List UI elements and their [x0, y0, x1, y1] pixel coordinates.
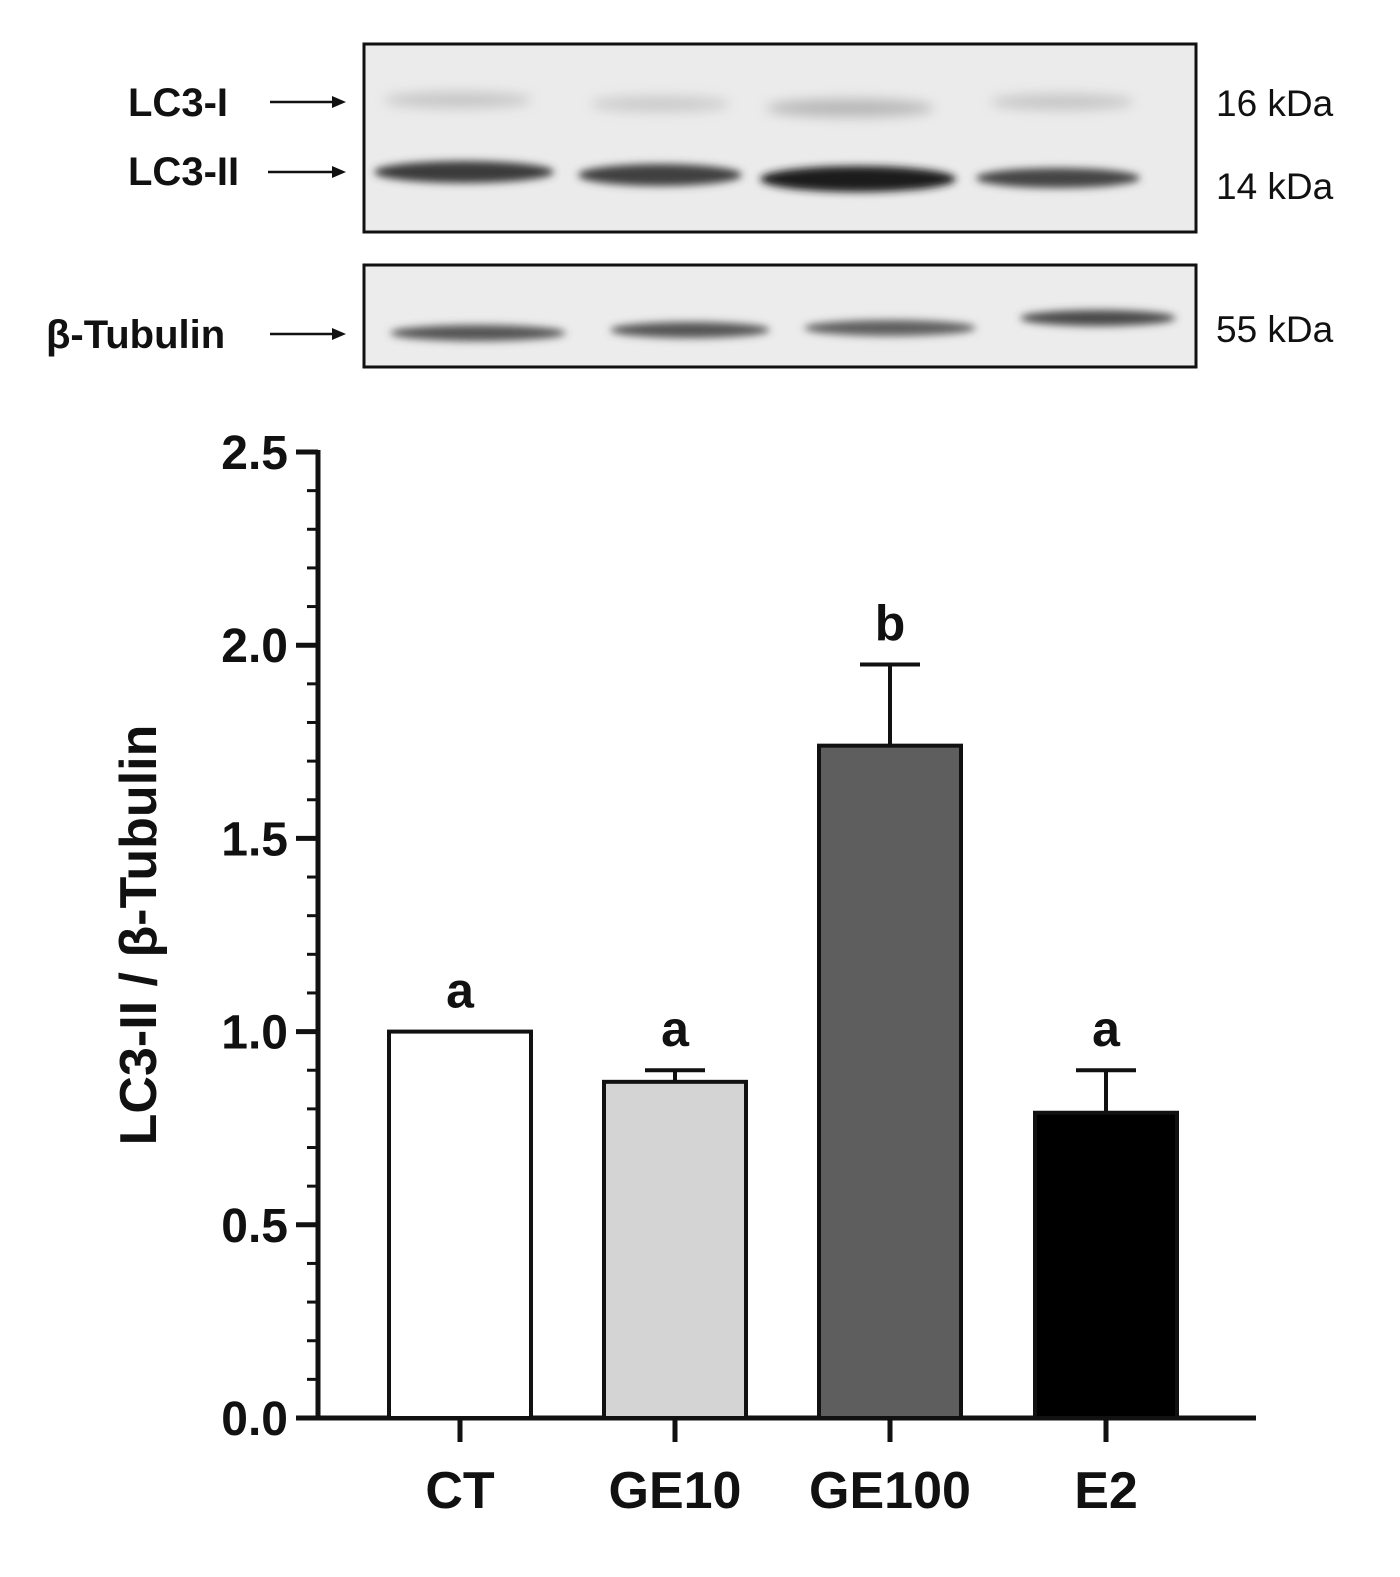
lc3-ii-band-ct [374, 161, 554, 183]
x-axis: CT GE10 GE100 E2 [316, 1415, 1256, 1520]
y-tick-label-2: 1.0 [221, 1007, 288, 1060]
lc3-ii-band-e2 [976, 168, 1140, 188]
y-tick-label-0: 0.0 [221, 1393, 288, 1446]
significance-label-GE10: a [661, 1001, 690, 1057]
y-tick-label-5: 2.5 [221, 427, 288, 480]
significance-label-E2: a [1092, 1001, 1121, 1057]
y-axis: 0.0 0.5 1.0 1.5 2.0 2.5 [221, 427, 321, 1446]
tubulin-blot-panel [362, 263, 1198, 369]
tubulin-arrow-icon [270, 328, 346, 340]
lc3-ii-bands [374, 161, 1140, 192]
x-tick-label-GE100: GE100 [809, 1462, 971, 1520]
lc3-ii-arrow-icon [268, 166, 346, 178]
bar-GE10 [602, 1079, 748, 1421]
significance-label-CT: a [446, 963, 475, 1019]
y-tick-label-3: 1.5 [221, 813, 288, 866]
bars: a a b a [387, 596, 1179, 1421]
lc3-i-label: LC3-I [128, 81, 228, 125]
lc3-i-band-e2 [990, 94, 1134, 110]
y-axis-title: LC3-II / β-Tubulin [110, 725, 168, 1146]
lc3-blot-membrane [362, 42, 1198, 234]
lc3-i-arrow-icon [270, 96, 346, 108]
lc3-i-band-ge100 [766, 99, 934, 117]
bar-chart: 0.0 0.5 1.0 1.5 2.0 2.5 CT GE10 GE100 E2 a a b a LC… [110, 427, 1256, 1520]
lc3-ii-band-ge10 [578, 164, 742, 186]
marker-55kda: 55 kDa [1216, 309, 1334, 350]
lc3-blot-panel [362, 42, 1198, 234]
y-tick-label-1: 0.5 [221, 1200, 288, 1253]
tubulin-band-ge100 [804, 320, 976, 336]
lc3-ii-band-ge100 [760, 166, 956, 192]
lc3-i-bands [384, 92, 1134, 117]
y-tick-label-4: 2.0 [221, 620, 288, 673]
tubulin-bands [390, 310, 1176, 341]
tubulin-band-ct [390, 325, 566, 341]
blot-annotations: LC3-I LC3-II β-Tubulin 16 kDa 14 kDa 55 … [46, 81, 1334, 357]
tubulin-band-ge10 [610, 322, 770, 338]
lc3-i-band-ge10 [590, 96, 730, 112]
bar-E2 [1033, 1110, 1179, 1421]
tubulin-label: β-Tubulin [46, 313, 225, 357]
lc3-i-band-ct [384, 92, 532, 108]
x-tick-label-CT: CT [425, 1462, 495, 1520]
marker-14kda: 14 kDa [1216, 166, 1334, 207]
x-tick-label-GE10: GE10 [609, 1462, 742, 1520]
x-tick-label-E2: E2 [1074, 1462, 1138, 1520]
marker-16kda: 16 kDa [1216, 83, 1334, 124]
lc3-ii-label: LC3-II [128, 150, 239, 194]
bar-GE100 [817, 743, 963, 1420]
bar-CT [387, 1029, 533, 1420]
significance-label-GE100: b [875, 596, 906, 652]
tubulin-band-e2 [1020, 310, 1176, 326]
